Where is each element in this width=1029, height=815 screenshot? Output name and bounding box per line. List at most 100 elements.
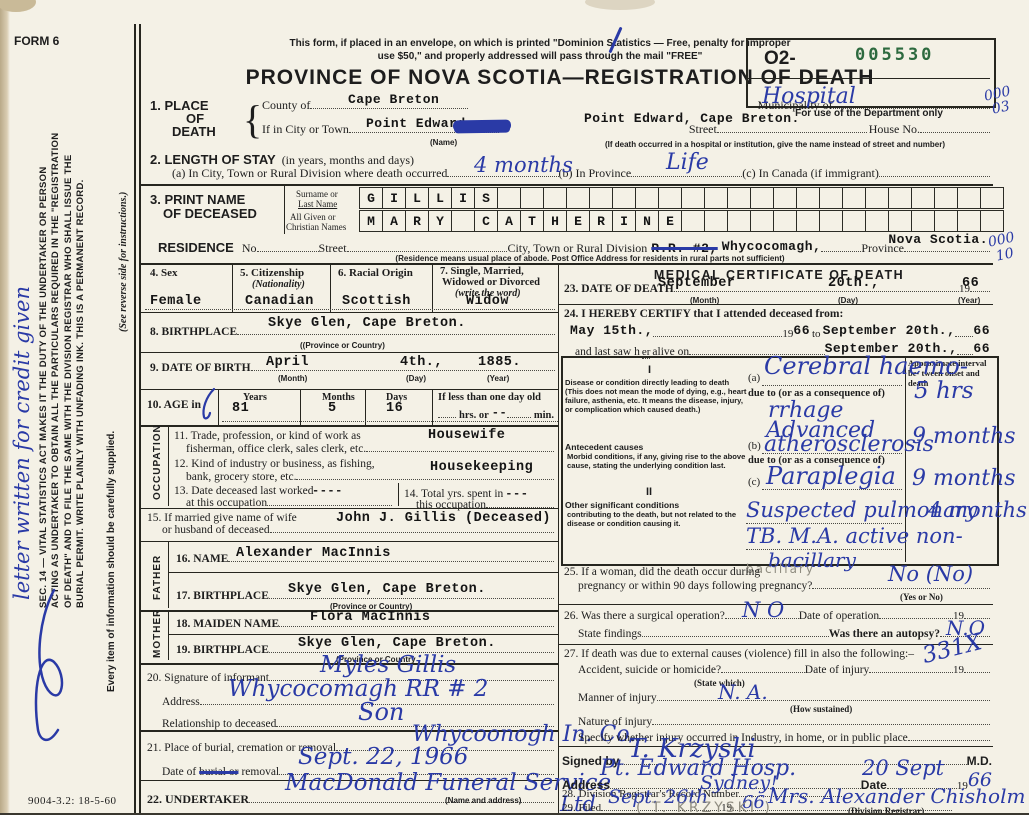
q25-label2: pregnancy or within 90 days following pr… bbox=[578, 580, 813, 592]
letter-cell bbox=[911, 210, 935, 232]
dotted-line bbox=[762, 384, 902, 386]
dotted-line bbox=[641, 634, 829, 637]
occ-totalyrs-value: --- bbox=[505, 487, 529, 501]
dotted-line bbox=[964, 670, 991, 673]
stay-b-label: (b) In Province bbox=[558, 166, 632, 180]
form-title: PROVINCE OF NOVA SCOTIA—REGISTRATION OF … bbox=[245, 66, 875, 89]
cause-b-value-top: Advanced bbox=[766, 418, 876, 443]
dotted-line bbox=[348, 130, 499, 133]
paper-stain bbox=[585, 0, 655, 10]
print-code: 9004-3.2: 18-5-60 bbox=[28, 795, 117, 807]
age-hrs-label: hrs. or bbox=[459, 410, 489, 421]
letter-cell bbox=[543, 187, 567, 209]
row-divider bbox=[559, 644, 993, 645]
filed-year-value: 66 bbox=[742, 792, 765, 813]
occ-industry-label: 12. Kind of industry or business, as fis… bbox=[174, 458, 375, 470]
physician-signature: T. Krzyski bbox=[628, 734, 756, 764]
letter-cell bbox=[796, 210, 820, 232]
dotted-line bbox=[631, 174, 743, 177]
letter-cell: H bbox=[543, 210, 567, 232]
dotted-line bbox=[619, 762, 967, 765]
birthplace-label: 8. BIRTHPLACE bbox=[150, 326, 238, 338]
divider bbox=[432, 389, 433, 425]
occ-totalyrs-label2: this occupation bbox=[416, 499, 486, 511]
divider bbox=[168, 426, 169, 506]
letter-cell bbox=[980, 187, 1004, 209]
letter-cell bbox=[796, 187, 820, 209]
house-no-label: House No. bbox=[868, 122, 921, 136]
stamp-serial-number: 005530 bbox=[855, 45, 935, 65]
letter-cell: R bbox=[405, 210, 429, 232]
margin-rule bbox=[139, 24, 141, 815]
q27-statewhich-sub: (State which) bbox=[694, 678, 745, 688]
row-divider bbox=[169, 572, 559, 573]
division-registrar-signature: Mrs. Alexander Chisholm bbox=[768, 784, 1026, 808]
dotted-line bbox=[964, 616, 990, 619]
cause-a-value: Cerebral haemo- bbox=[764, 352, 968, 380]
cause-other-label: Other significant conditions bbox=[565, 500, 680, 510]
q26-value: N O bbox=[742, 598, 785, 622]
attended-to-year: 66 bbox=[973, 323, 990, 338]
margin-statute-text: SEC. 14 — VITAL STATISTICS ACT MAKES IT … bbox=[38, 132, 87, 608]
dob-day-value: 4th., bbox=[400, 355, 444, 370]
year-prefix: 19 bbox=[953, 664, 965, 676]
paper-stain bbox=[0, 0, 36, 12]
letter-cell bbox=[888, 187, 912, 209]
stay-a-label: (a) In City, Town or Rural Division wher… bbox=[172, 166, 448, 180]
dotted-line bbox=[199, 702, 554, 705]
q27-accident-label: Accident, suicide or homicide? bbox=[578, 664, 722, 676]
divider bbox=[232, 263, 233, 312]
pen-scribble bbox=[452, 119, 512, 132]
residence-no-label: No bbox=[241, 241, 257, 255]
father-birthplace-sub: (Province or Country) bbox=[330, 602, 413, 611]
dotted-line bbox=[689, 352, 825, 355]
dotted-line bbox=[732, 808, 953, 811]
section-divider bbox=[141, 780, 559, 781]
cause-part1: I bbox=[648, 364, 652, 376]
record-number-label: 28. Division Registrar's Record Number bbox=[562, 788, 740, 800]
length-of-stay-paren: (in years, months and days) bbox=[281, 153, 414, 167]
dotted-line bbox=[920, 130, 991, 133]
cause-other-value-1: Suspected pulmonary bbox=[746, 498, 978, 522]
dotted-line bbox=[762, 452, 902, 454]
division-registrar-sub: (Division Registrar) bbox=[848, 806, 925, 815]
father-name-label: 16. NAME bbox=[176, 553, 229, 565]
age-less-label: If less than one day old bbox=[438, 392, 541, 403]
mother-name-label: 18. MAIDEN NAME bbox=[176, 618, 280, 630]
q27-dateinjury-label: Date of injury bbox=[804, 664, 870, 676]
year-prefix: 19 bbox=[782, 328, 794, 340]
section-divider bbox=[141, 541, 559, 542]
letter-cell bbox=[497, 187, 521, 209]
dob-month-value: April bbox=[266, 355, 310, 370]
letter-cell bbox=[865, 210, 889, 232]
residence-province-value: Nova Scotia. bbox=[888, 232, 988, 247]
letter-cell: S bbox=[474, 187, 498, 209]
marital-value: Widow bbox=[466, 294, 510, 309]
letter-cell bbox=[980, 210, 1004, 232]
section-divider bbox=[141, 508, 559, 509]
dotted-line bbox=[269, 530, 554, 533]
father-name-value: Alexander MacInnis bbox=[236, 546, 391, 561]
letter-cell bbox=[727, 210, 751, 232]
letter-cell bbox=[451, 210, 475, 232]
mail-notice-line2: use $50," and properly addressed will pa… bbox=[377, 51, 703, 62]
stay-c-label: (c) In Canada (if immigrant) bbox=[742, 166, 879, 180]
letter-cell bbox=[704, 210, 728, 232]
dotted-line bbox=[366, 449, 554, 452]
burial-date-label: Date of bbox=[162, 766, 197, 778]
undertaker-value: MacDonald Funeral Service bbox=[285, 770, 612, 796]
divider bbox=[365, 389, 366, 425]
physician-address-value: Pt. Edward Hosp. bbox=[600, 756, 797, 781]
letter-cell: L bbox=[428, 187, 452, 209]
dotted-line bbox=[336, 748, 554, 751]
cause-of-death-box bbox=[561, 356, 999, 566]
dotted-line bbox=[869, 670, 954, 673]
dotted-line bbox=[279, 624, 554, 627]
dotted-line bbox=[940, 634, 990, 637]
letter-cell bbox=[704, 187, 728, 209]
pen-number: 03 bbox=[990, 98, 1012, 118]
racial-origin-label: 6. Racial Origin bbox=[338, 267, 413, 279]
divider bbox=[168, 542, 169, 608]
place-of-death-label3: DEATH bbox=[172, 124, 216, 139]
